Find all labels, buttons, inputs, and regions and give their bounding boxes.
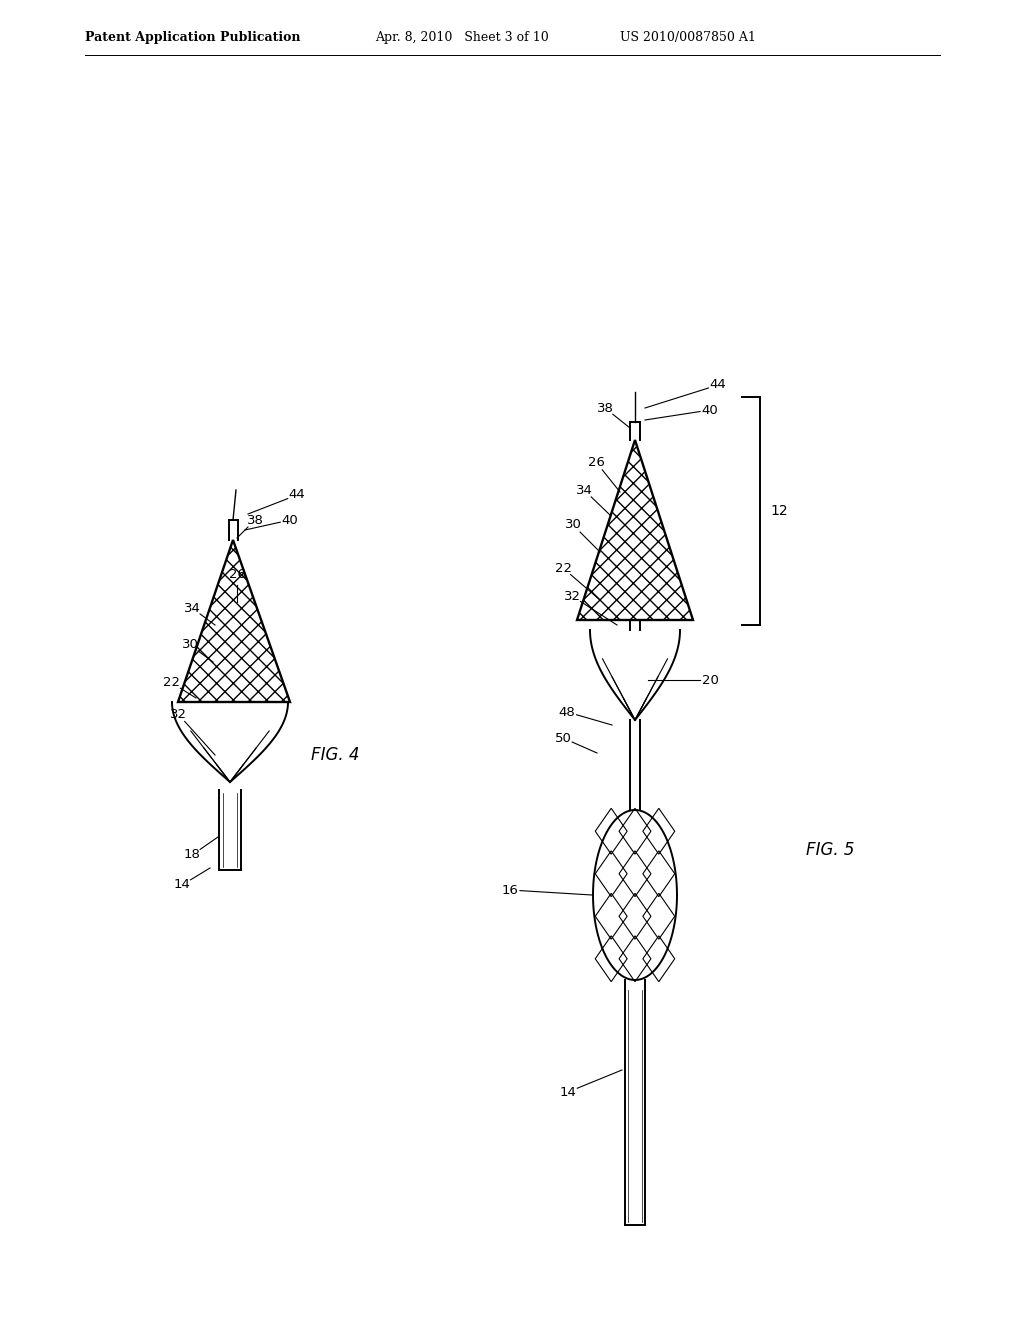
Text: Patent Application Publication: Patent Application Publication xyxy=(85,30,300,44)
Text: 14: 14 xyxy=(173,879,190,891)
Text: US 2010/0087850 A1: US 2010/0087850 A1 xyxy=(620,30,756,44)
Text: 26: 26 xyxy=(588,455,604,469)
Text: 38: 38 xyxy=(597,401,613,414)
Text: 14: 14 xyxy=(559,1085,577,1098)
Text: FIG. 4: FIG. 4 xyxy=(310,746,359,764)
Text: 12: 12 xyxy=(770,504,787,517)
Polygon shape xyxy=(577,440,693,620)
Text: 44: 44 xyxy=(289,488,305,502)
Text: 16: 16 xyxy=(502,883,518,896)
Text: 30: 30 xyxy=(181,639,199,652)
Text: 50: 50 xyxy=(555,731,571,744)
Text: Apr. 8, 2010   Sheet 3 of 10: Apr. 8, 2010 Sheet 3 of 10 xyxy=(375,30,549,44)
Text: 32: 32 xyxy=(563,590,581,602)
Text: 22: 22 xyxy=(164,676,180,689)
Text: 40: 40 xyxy=(282,513,298,527)
Text: 30: 30 xyxy=(564,519,582,532)
Text: 38: 38 xyxy=(247,513,263,527)
Text: 40: 40 xyxy=(701,404,719,417)
Text: 44: 44 xyxy=(710,379,726,392)
Text: 34: 34 xyxy=(575,483,593,496)
Text: 26: 26 xyxy=(228,569,246,582)
Text: FIG. 5: FIG. 5 xyxy=(806,841,854,859)
Text: 48: 48 xyxy=(559,705,575,718)
Text: 32: 32 xyxy=(170,708,186,721)
Text: 22: 22 xyxy=(555,561,571,574)
Polygon shape xyxy=(178,540,290,702)
Text: 34: 34 xyxy=(183,602,201,615)
Text: 18: 18 xyxy=(183,849,201,862)
Text: 20: 20 xyxy=(701,673,719,686)
